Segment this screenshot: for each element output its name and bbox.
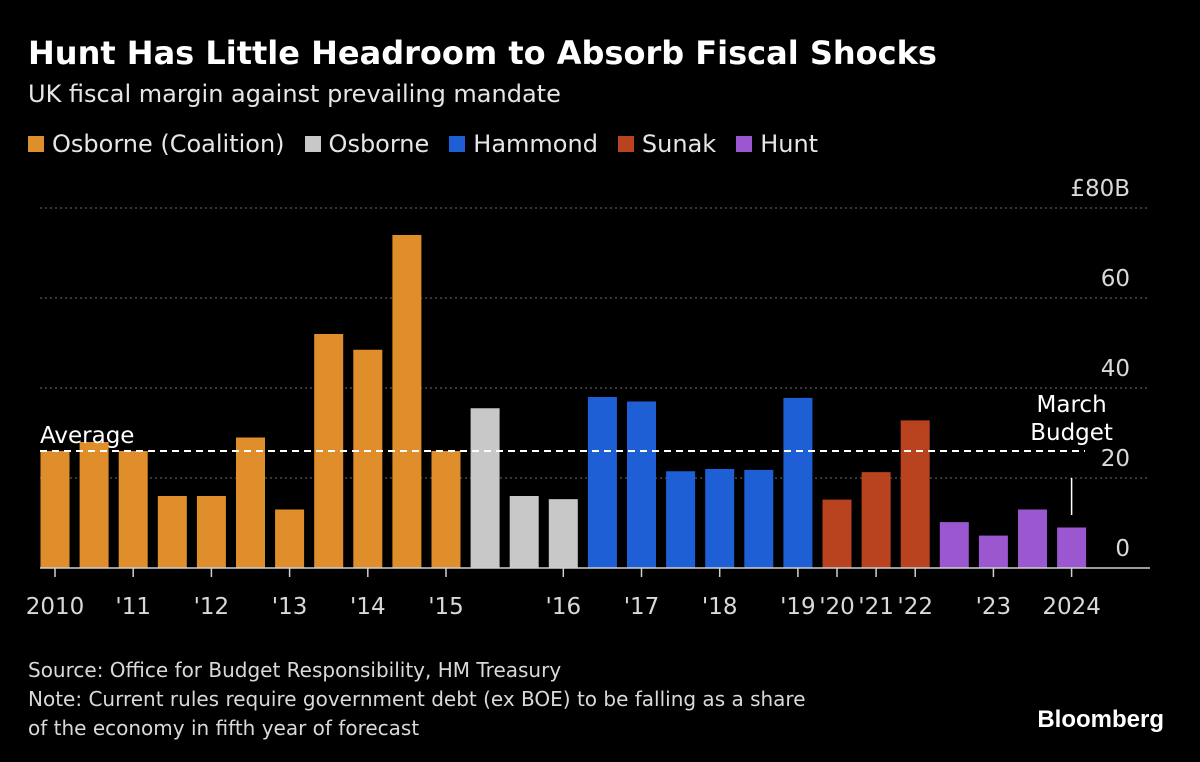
bar bbox=[666, 471, 696, 568]
bar bbox=[744, 469, 774, 568]
x-tick-label: '14 bbox=[350, 594, 386, 620]
source-note: Source: Office for Budget Responsibility… bbox=[28, 658, 562, 682]
bar bbox=[196, 496, 226, 568]
bar bbox=[939, 522, 969, 568]
x-tick-label: '20 bbox=[819, 594, 855, 620]
bar bbox=[861, 472, 891, 568]
bar bbox=[1057, 527, 1087, 568]
x-tick-label: '15 bbox=[428, 594, 464, 620]
bloomberg-logo: Bloomberg bbox=[1037, 706, 1164, 733]
bar bbox=[353, 349, 383, 568]
bar bbox=[705, 469, 735, 568]
legend-item-sunak: Sunak bbox=[617, 130, 717, 158]
x-tick-label: '11 bbox=[115, 594, 151, 620]
note-line-1: Note: Current rules require government d… bbox=[28, 687, 806, 711]
x-tick-label: '17 bbox=[624, 594, 660, 620]
bar bbox=[509, 496, 539, 568]
y-tick-label: 0 bbox=[1115, 536, 1130, 562]
x-tick-label: 2024 bbox=[1042, 594, 1101, 620]
bar bbox=[978, 535, 1008, 568]
bar bbox=[548, 499, 578, 568]
x-tick-label: '21 bbox=[858, 594, 894, 620]
bar bbox=[79, 442, 109, 568]
average-label: Average bbox=[40, 423, 134, 449]
legend-swatch bbox=[449, 136, 466, 152]
legend-label: Hammond bbox=[473, 130, 598, 158]
chart-title: Hunt Has Little Headroom to Absorb Fisca… bbox=[28, 34, 937, 72]
x-tick-label: '18 bbox=[702, 594, 738, 620]
bar bbox=[275, 509, 305, 568]
legend-label: Osborne (Coalition) bbox=[52, 130, 285, 158]
bar bbox=[118, 451, 148, 568]
legend-item-osborne-coalition: Osborne (Coalition) bbox=[28, 130, 285, 158]
bar bbox=[40, 451, 70, 568]
x-tick-label: 2010 bbox=[26, 594, 85, 620]
legend-item-hammond: Hammond bbox=[449, 130, 598, 158]
y-tick-label: 20 bbox=[1101, 446, 1130, 472]
bar bbox=[236, 437, 265, 568]
bar bbox=[900, 420, 930, 568]
annotation-label-line1: March bbox=[1037, 392, 1107, 418]
bar bbox=[587, 397, 617, 568]
legend-label: Hunt bbox=[760, 130, 819, 158]
y-tick-label: 40 bbox=[1101, 356, 1130, 382]
bar bbox=[822, 499, 852, 568]
chart-subtitle: UK fiscal margin against prevailing mand… bbox=[28, 80, 561, 108]
bar bbox=[1018, 509, 1047, 568]
legend-item-osborne: Osborne bbox=[304, 130, 430, 158]
x-tick-label: '13 bbox=[272, 594, 308, 620]
footer: Source: Office for Budget Responsibility… bbox=[28, 656, 806, 743]
bar bbox=[431, 451, 461, 568]
legend-label: Sunak bbox=[641, 130, 717, 158]
annotation-label-line2: Budget bbox=[1030, 420, 1113, 446]
legend-swatch bbox=[28, 136, 44, 152]
x-tick-label: '12 bbox=[194, 594, 230, 620]
legend-swatch bbox=[736, 136, 753, 152]
x-tick-label: '22 bbox=[897, 594, 933, 620]
bar bbox=[392, 235, 422, 568]
x-tick-label: '16 bbox=[546, 594, 582, 620]
bar bbox=[470, 408, 500, 568]
x-tick-label: '19 bbox=[780, 594, 816, 620]
x-tick-label: '23 bbox=[976, 594, 1012, 620]
legend-label: Osborne bbox=[328, 130, 430, 158]
bar bbox=[783, 397, 813, 568]
bar bbox=[627, 401, 656, 568]
legend-swatch bbox=[617, 136, 634, 152]
legend-item-hunt: Hunt bbox=[736, 130, 818, 158]
y-tick-label: £80B bbox=[1070, 176, 1130, 202]
legend: Osborne (Coalition) Osborne Hammond Suna… bbox=[28, 130, 818, 158]
bar bbox=[157, 496, 187, 568]
legend-swatch bbox=[304, 136, 321, 152]
y-tick-label: 60 bbox=[1101, 266, 1130, 292]
note-line-2: of the economy in fifth year of forecast bbox=[28, 716, 420, 740]
